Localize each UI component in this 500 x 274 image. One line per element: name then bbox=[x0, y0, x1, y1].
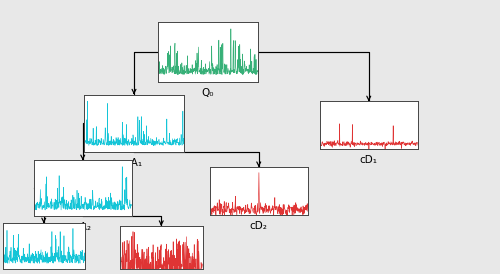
Text: cA₂: cA₂ bbox=[74, 222, 91, 232]
Text: cA₁: cA₁ bbox=[126, 158, 142, 168]
Text: cD₂: cD₂ bbox=[250, 221, 268, 231]
Text: cD₁: cD₁ bbox=[360, 155, 378, 165]
Text: Q₀: Q₀ bbox=[202, 88, 214, 98]
